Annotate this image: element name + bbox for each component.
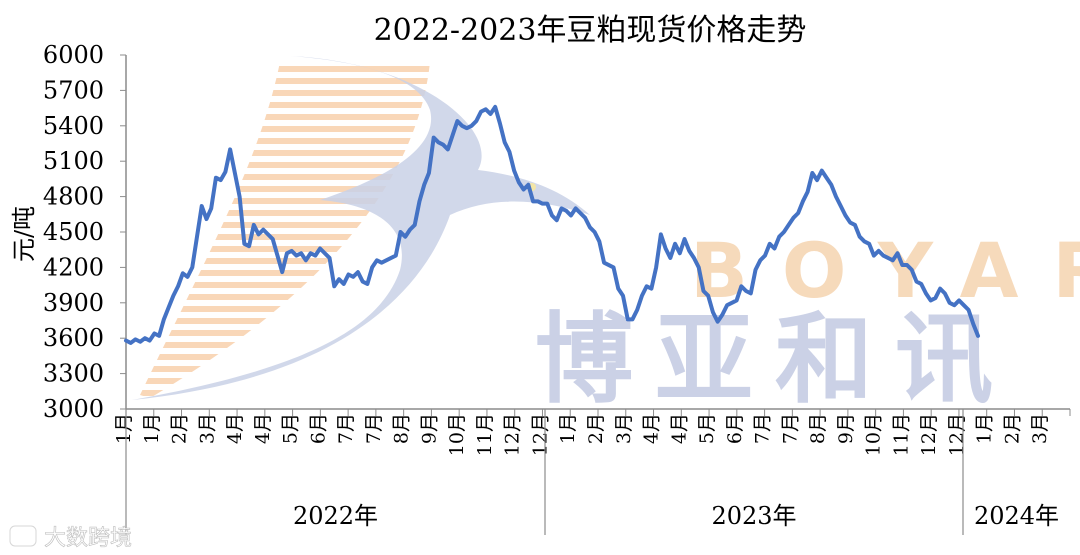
- x-tick-label: 5月: [280, 413, 302, 444]
- x-tick-label: 8月: [391, 413, 413, 444]
- x-tick-label: 2月: [169, 413, 191, 444]
- x-tick-label: 12月: [502, 413, 524, 456]
- x-tick-label: 3月: [613, 413, 635, 444]
- x-tick-label: 10月: [863, 413, 885, 456]
- x-tick-label: 1月: [141, 413, 163, 444]
- x-tick-label: 7月: [752, 413, 774, 444]
- year-group-label: 2022年: [293, 502, 378, 530]
- badge-text: 大数跨境: [44, 526, 132, 551]
- x-tick-label: 7月: [363, 413, 385, 444]
- x-tick-label: 4月: [668, 413, 690, 444]
- x-tick-label: 10月: [446, 413, 468, 456]
- y-tick-label: 3600: [43, 324, 104, 352]
- series-layer: [124, 104, 980, 345]
- x-tick-label: 4月: [252, 413, 274, 444]
- y-tick-label: 3900: [43, 289, 104, 317]
- y-tick-label: 4200: [43, 253, 104, 281]
- x-axis-year-groups: 2022年 2023年 2024年: [125, 409, 1059, 535]
- camera-icon: [8, 524, 38, 548]
- x-tick-label: 12月: [529, 413, 551, 456]
- x-tick-label: 2月: [1001, 413, 1023, 444]
- watermark-bird-shape: [132, 56, 590, 400]
- y-tick-label: 4800: [43, 183, 104, 211]
- x-tick-label: 4月: [641, 413, 663, 444]
- x-tick-label: 1月: [974, 413, 996, 444]
- series-line: [124, 104, 980, 345]
- x-tick-label: 7月: [779, 413, 801, 444]
- x-tick-label: 3月: [1029, 413, 1051, 444]
- year-group-label: 2024年: [974, 502, 1059, 530]
- y-tick-label: 4500: [43, 218, 104, 246]
- y-tick-label: 5400: [43, 112, 104, 140]
- x-tick-label: 11月: [474, 413, 496, 456]
- y-tick-label: 6000: [43, 41, 104, 69]
- y-axis-ticks: 3000 3300 3600 3900 4200 4500 4800 5100 5400 5700…: [43, 41, 126, 423]
- y-tick-label: 3000: [43, 395, 104, 423]
- x-tick-label: 3月: [196, 413, 218, 444]
- x-tick-label: 5月: [696, 413, 718, 444]
- watermark-fan-stripes: [140, 66, 430, 396]
- y-tick-label: 5700: [43, 76, 104, 104]
- watermark-brand-cn: 博亚和讯: [535, 303, 1015, 417]
- boyar-watermark: BOYAR 博亚和讯: [132, 56, 1080, 417]
- year-group-label: 2023年: [711, 502, 796, 530]
- watermark-brand-latin: BOYAR: [690, 226, 1080, 315]
- y-tick-label: 3300: [43, 360, 104, 388]
- chart-title: 2022-2023年豆粕现货价格走势: [374, 13, 807, 48]
- x-tick-label: 1月: [557, 413, 579, 444]
- source-badge: 大数跨境: [8, 524, 132, 551]
- x-tick-label: 12月: [946, 413, 968, 456]
- x-tick-label: 1月: [113, 413, 135, 444]
- x-axis-ticks: 1月 1月 2月 3月 4月 4月 5月 6月 7月 7月 8月 9月 10月 11月 12月 12月 1月 2月…: [113, 409, 1071, 456]
- x-tick-label: 7月: [335, 413, 357, 444]
- x-tick-label: 2月: [585, 413, 607, 444]
- y-axis-label: 元/吨: [10, 206, 38, 262]
- x-tick-label: 12月: [918, 413, 940, 456]
- y-tick-label: 5100: [43, 147, 104, 175]
- x-tick-label: 8月: [807, 413, 829, 444]
- x-tick-label: 9月: [418, 413, 440, 444]
- x-tick-label: 4月: [224, 413, 246, 444]
- x-tick-label: 9月: [835, 413, 857, 444]
- x-tick-label: 11月: [890, 413, 912, 456]
- x-tick-label: 6月: [307, 413, 329, 444]
- x-tick-label: 6月: [724, 413, 746, 444]
